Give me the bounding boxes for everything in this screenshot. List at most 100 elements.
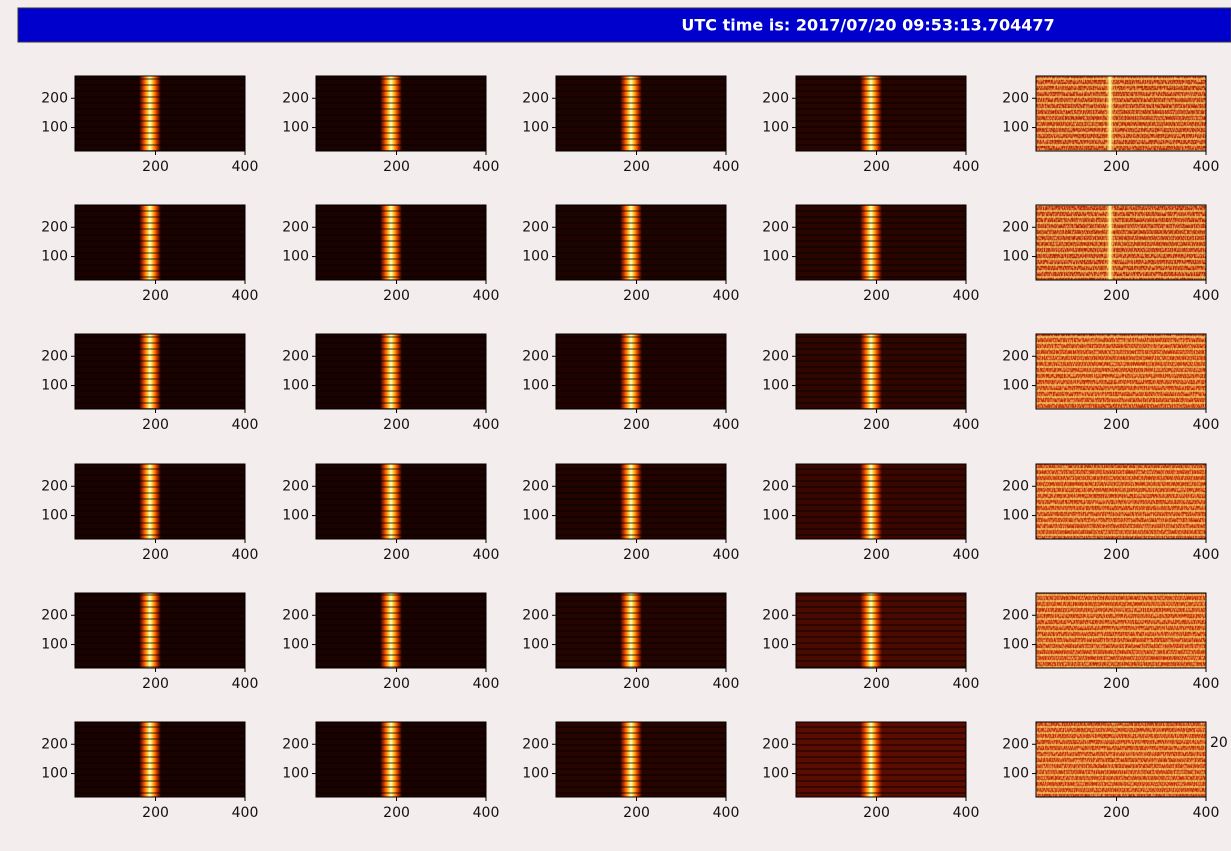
x-tick-label: 200 [623,676,650,692]
x-tick-label: 200 [863,805,890,821]
x-tick-label: 400 [713,547,740,563]
x-tick-label: 400 [713,676,740,692]
y-tick-label: 100 [1002,120,1029,136]
image-stripes [1036,205,1206,280]
y-tick-label: 200 [41,219,68,235]
image-stripes [316,722,486,797]
subplot: 100 200 200 400 [762,76,979,175]
image-stripes [75,722,245,797]
y-tick-label: 100 [522,766,549,782]
x-tick-label: 400 [1193,417,1220,433]
subplot: 100200200400 [762,464,979,563]
subplot: 100200200400 [282,334,499,433]
x-tick-label: 200 [142,547,169,563]
y-tick-label: 100 [41,508,68,524]
y-tick-label: 100 [1002,637,1029,653]
image-stripes [1036,593,1206,668]
x-tick-label: 200 [623,805,650,821]
y-tick-label: 200 [282,478,309,494]
x-tick-label: 400 [1193,547,1220,563]
y-tick-label: 100 [762,120,789,136]
y-tick-label: 100 [282,120,309,136]
y-tick-label: 200 [762,736,789,752]
y-tick-label: 100 [41,378,68,394]
image-stripes [796,205,966,280]
y-tick-label: 100 [1002,508,1029,524]
x-tick-label: 400 [953,417,980,433]
x-tick-label: 200 [1103,676,1130,692]
y-tick-label: 200 [522,90,549,106]
x-tick-label: 200 [623,159,650,175]
subplot: 100200200400 [1002,722,1219,821]
x-tick-label: 400 [1193,159,1220,175]
subplot: 100200200400 [282,76,499,175]
overflow-text: 20 [1210,735,1228,751]
subplot: 100200200400 [522,593,739,692]
x-tick-label: 400 [232,417,259,433]
image-stripes [556,722,726,797]
y-tick-label: 100 [762,766,789,782]
image-stripes [316,464,486,539]
y-tick-label: 100 [762,508,789,524]
x-tick-label: 400 [713,288,740,304]
x-tick-label: 400 [953,676,980,692]
image-stripes [1036,76,1206,151]
x-tick-label: 200 [383,805,410,821]
x-tick-label: 200 [142,288,169,304]
y-tick-label: 100 [41,637,68,653]
x-tick-label: 400 [713,805,740,821]
y-tick-label: 200 [41,478,68,494]
y-tick-label: 100 [522,120,549,136]
x-tick-label: 200 [863,159,890,175]
y-tick-label: 200 [522,219,549,235]
image-stripes [75,76,245,151]
x-tick-label: 200 [383,676,410,692]
x-tick-label: 400 [473,288,500,304]
y-tick-label: 100 [1002,766,1029,782]
y-tick-label: 200 [762,607,789,623]
subplot: 100 200 200 400 [1002,593,1219,692]
image-stripes [316,76,486,151]
image-stripes [796,464,966,539]
x-tick-label: 200 [1103,805,1130,821]
header-text: UTC time is: 2017/07/20 09:53:13.704477 [681,16,1054,35]
x-tick-label: 200 [1103,159,1130,175]
x-tick-label: 400 [953,159,980,175]
x-tick-label: 200 [623,547,650,563]
x-tick-label: 400 [232,676,259,692]
subplot: 100200200400 [282,205,499,304]
y-tick-label: 200 [1002,478,1029,494]
x-tick-label: 400 [1193,676,1220,692]
y-tick-label: 200 [762,478,789,494]
y-tick-label: 200 [1002,607,1029,623]
x-tick-label: 400 [713,417,740,433]
y-tick-label: 100 [522,378,549,394]
x-tick-label: 200 [863,288,890,304]
x-tick-label: 400 [473,676,500,692]
y-tick-label: 100 [762,378,789,394]
image-stripes [796,593,966,668]
x-tick-label: 400 [232,288,259,304]
y-tick-label: 200 [762,90,789,106]
x-tick-label: 400 [1193,805,1220,821]
x-tick-label: 400 [713,159,740,175]
page: UTC time is: 2017/07/20 09:53:13.704477 … [0,0,1231,851]
x-tick-label: 200 [142,417,169,433]
x-tick-label: 400 [953,288,980,304]
x-tick-label: 400 [232,159,259,175]
image-stripes [75,464,245,539]
subplot: 100200200400 [282,464,499,563]
x-tick-label: 200 [1103,547,1130,563]
y-tick-label: 100 [282,378,309,394]
y-tick-label: 100 [282,249,309,265]
